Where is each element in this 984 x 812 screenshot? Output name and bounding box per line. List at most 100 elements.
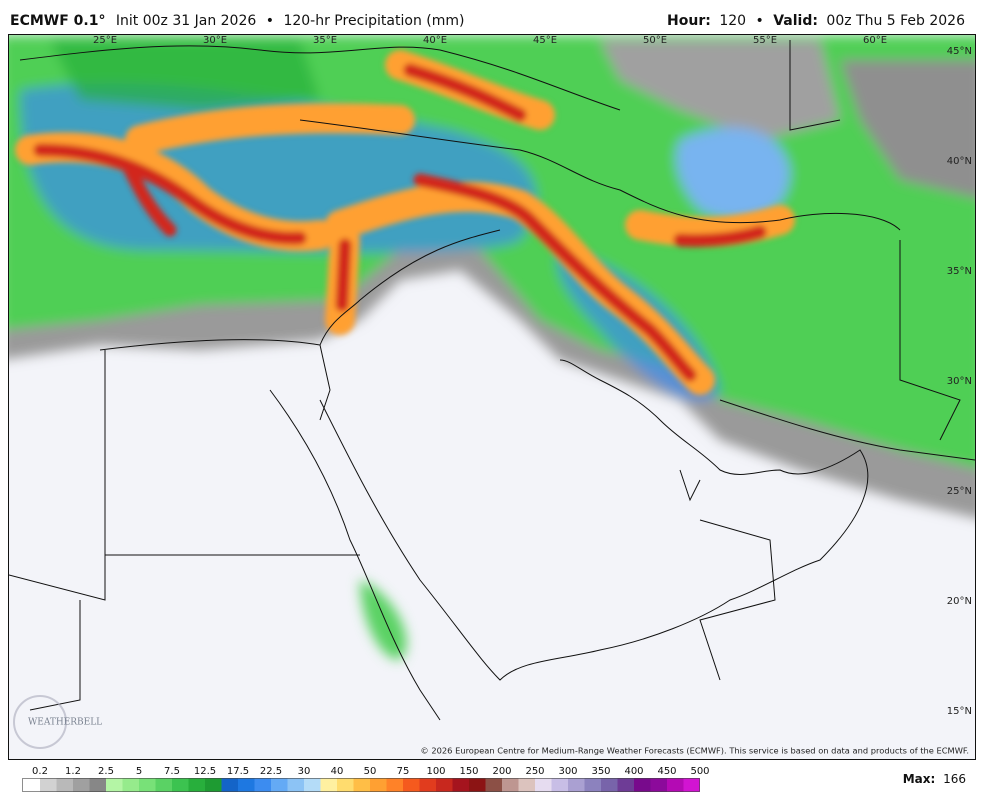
colorbar-swatch [502,778,519,792]
max-label: Max: [903,772,936,786]
colorbar-label: 2.5 [98,766,114,777]
colorbar-swatch [106,778,123,792]
colorbar-swatch [584,778,601,792]
colorbar-label: 150 [459,766,478,777]
lat-label: 15°N [947,706,972,717]
hour: 120 [719,13,746,29]
max-value: 166 [943,772,966,786]
colorbar-swatch [353,778,370,792]
colorbar-swatch [419,778,436,792]
logo-ring [13,695,67,749]
colorbar-label: 1.2 [65,766,81,777]
colorbar-swatch [337,778,354,792]
colorbar-swatch [320,778,337,792]
colorbar-label: 300 [558,766,577,777]
colorbar-swatch [403,778,420,792]
hour-label: Hour: [667,13,711,29]
lon-label: 60°E [863,35,887,46]
colorbar-label: 50 [364,766,377,777]
colorbar-label: 0.2 [32,766,48,777]
colorbar-swatch [304,778,321,792]
map: 25°E 30°E 35°E 40°E 45°E 50°E 55°E 60°E 45°N 40°… [9,35,975,759]
colorbar-swatch [601,778,618,792]
max: Max: 166 [903,772,966,786]
lat-label: 30°N [947,376,972,387]
logo: WEATHERBELL [28,718,102,728]
colorbar-swatch [254,778,271,792]
colorbar-swatch [667,778,684,792]
colorbar-label: 100 [426,766,445,777]
colorbar-swatch [271,778,288,792]
separator: • [266,13,274,29]
precip-bands [15,50,795,395]
colorbar-swatch [436,778,453,792]
lon-label: 55°E [753,35,777,46]
header-left: ECMWF 0.1° Init 00z 31 Jan 2026 • 120-hr… [10,13,464,29]
valid: 00z Thu 5 Feb 2026 [826,13,965,29]
copyright: © 2026 European Centre for Medium-Range … [420,746,969,756]
colorbar-label: 450 [657,766,676,777]
lon-label: 45°E [533,35,557,46]
colorbar-label: 250 [525,766,544,777]
colorbar-swatch [89,778,106,792]
colorbar-label: 200 [492,766,511,777]
colorbar-swatch [139,778,156,792]
colorbar-label: 12.5 [194,766,216,777]
colorbar-label: 5 [136,766,142,777]
colorbar-swatch [535,778,552,792]
lon-label: 30°E [203,35,227,46]
map-frame [8,34,976,760]
colorbar-label: 400 [624,766,643,777]
colorbar-swatch [485,778,502,792]
colorbar-label: 22.5 [260,766,282,777]
separator: • [756,13,764,29]
lon-labels: 25°E 30°E 35°E 40°E 45°E 50°E 55°E 60°E [93,35,887,46]
colorbar-swatch [683,778,700,792]
colorbar-label: 30 [298,766,311,777]
colorbar-swatch [221,778,238,792]
colorbar-label: 17.5 [227,766,249,777]
colorbar-swatch [650,778,667,792]
colorbar-label: 500 [690,766,709,777]
colorbar-swatch [155,778,172,792]
colorbar-swatch [370,778,387,792]
coastlines [9,40,975,721]
colorbar-swatch [40,778,57,792]
header-right: Hour: 120 • Valid: 00z Thu 5 Feb 2026 [667,13,965,29]
valid-label: Valid: [773,13,818,29]
colorbar-label: 7.5 [164,766,180,777]
lon-label: 50°E [643,35,667,46]
colorbar-swatch [617,778,634,792]
colorbar-label: 350 [591,766,610,777]
colorbar-swatch [73,778,90,792]
model: ECMWF 0.1° [10,13,105,29]
colorbar-swatch [238,778,255,792]
colorbar-swatch [469,778,486,792]
colorbar-swatch [452,778,469,792]
lon-label: 25°E [93,35,117,46]
colorbar-frame [22,778,700,792]
colorbar-swatch [518,778,535,792]
lat-label: 25°N [947,486,972,497]
lat-label: 45°N [947,46,972,57]
colorbar-swatch [56,778,73,792]
colorbar-swatch [122,778,139,792]
product: 120-hr Precipitation (mm) [283,13,464,29]
lon-label: 40°E [423,35,447,46]
colorbar-swatch [188,778,205,792]
colorbar-swatch [568,778,585,792]
lat-label: 20°N [947,596,972,607]
lon-label: 35°E [313,35,337,46]
lat-labels: 45°N 40°N 35°N 30°N 25°N 20°N 15°N [947,46,972,717]
lat-label: 35°N [947,266,972,277]
lat-label: 40°N [947,156,972,167]
colorbar-swatch [386,778,403,792]
colorbar-label: 40 [331,766,344,777]
init: Init 00z 31 Jan 2026 [116,13,256,29]
colorbar-swatch [551,778,568,792]
colorbar-swatch [634,778,651,792]
colorbar-swatch [205,778,222,792]
colorbar-label: 75 [397,766,410,777]
colorbar-swatch [287,778,304,792]
colorbar-swatch [172,778,189,792]
